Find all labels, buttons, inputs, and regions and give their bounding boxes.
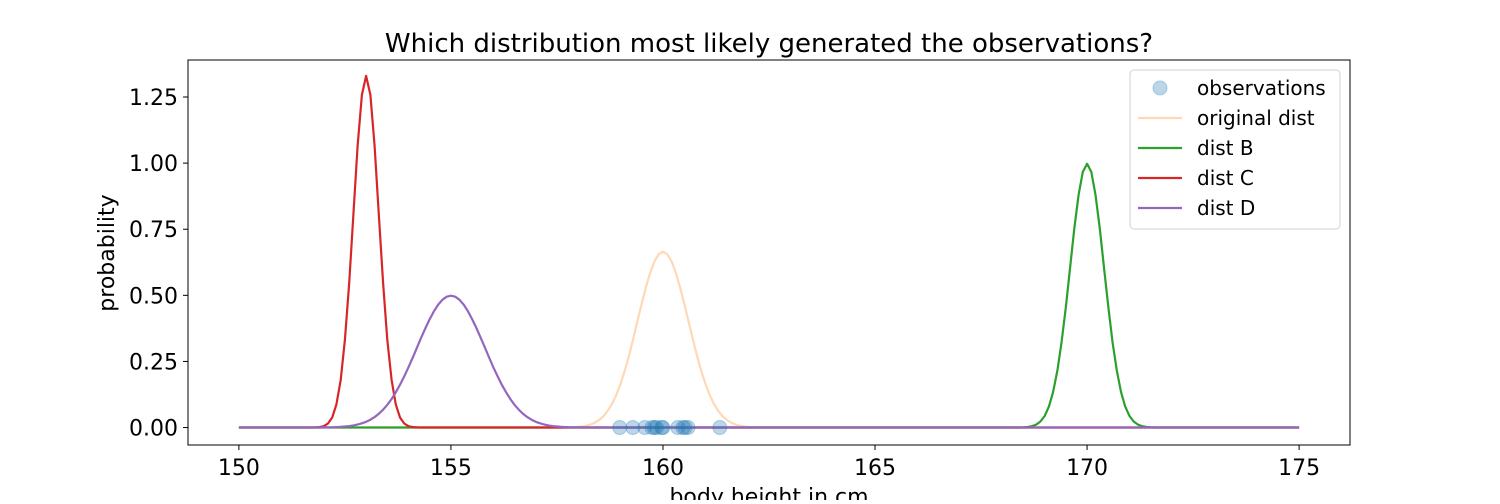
observation-point [675,420,691,436]
y-tick-label: 1.25 [129,86,178,111]
series-line-original-dist [238,250,1300,429]
x-axis-label: body height in cm [669,485,868,500]
observation-point [655,420,671,436]
y-axis: 0.00 0.25 0.50 0.75 1.00 1.25 [129,86,188,442]
observation-point [649,420,665,436]
x-axis: 150 155 160 165 170 175 [218,445,1320,481]
legend-label: dist C [1197,166,1254,190]
observation-point [654,420,670,436]
plot-area [238,74,1300,436]
y-axis-label: probability [95,194,120,311]
series-line-dist-d [238,294,1300,429]
observation-point [680,420,696,436]
plot-frame [187,59,1351,446]
observation-point [712,420,728,436]
legend-marker-observations [1152,80,1168,96]
y-tick-label: 0.00 [129,417,178,442]
observation-point [612,420,628,436]
x-tick-label: 150 [218,456,260,481]
y-tick-label: 0.25 [129,350,178,375]
observation-point [677,420,693,436]
x-tick-label: 160 [642,456,684,481]
observation-point [670,420,686,436]
observation-point [625,420,641,436]
observation-point [644,420,660,436]
legend-label: dist B [1197,136,1254,160]
observation-point [637,420,653,436]
legend-label: dist D [1197,196,1255,220]
legend-frame [1129,69,1341,230]
x-tick-label: 170 [1066,456,1108,481]
x-tick-label: 155 [430,456,472,481]
observation-point [646,420,662,436]
y-tick-label: 0.75 [129,218,178,243]
y-tick-label: 1.00 [129,152,178,177]
legend: observations original dist dist B dist C dis… [1129,69,1341,230]
legend-label: original dist [1197,106,1315,130]
chart-title: Which distribution most likely generated… [385,29,1153,59]
legend-label: observations [1197,76,1326,100]
y-tick-label: 0.50 [129,284,178,309]
x-tick-label: 175 [1278,456,1320,481]
x-tick-label: 165 [854,456,896,481]
